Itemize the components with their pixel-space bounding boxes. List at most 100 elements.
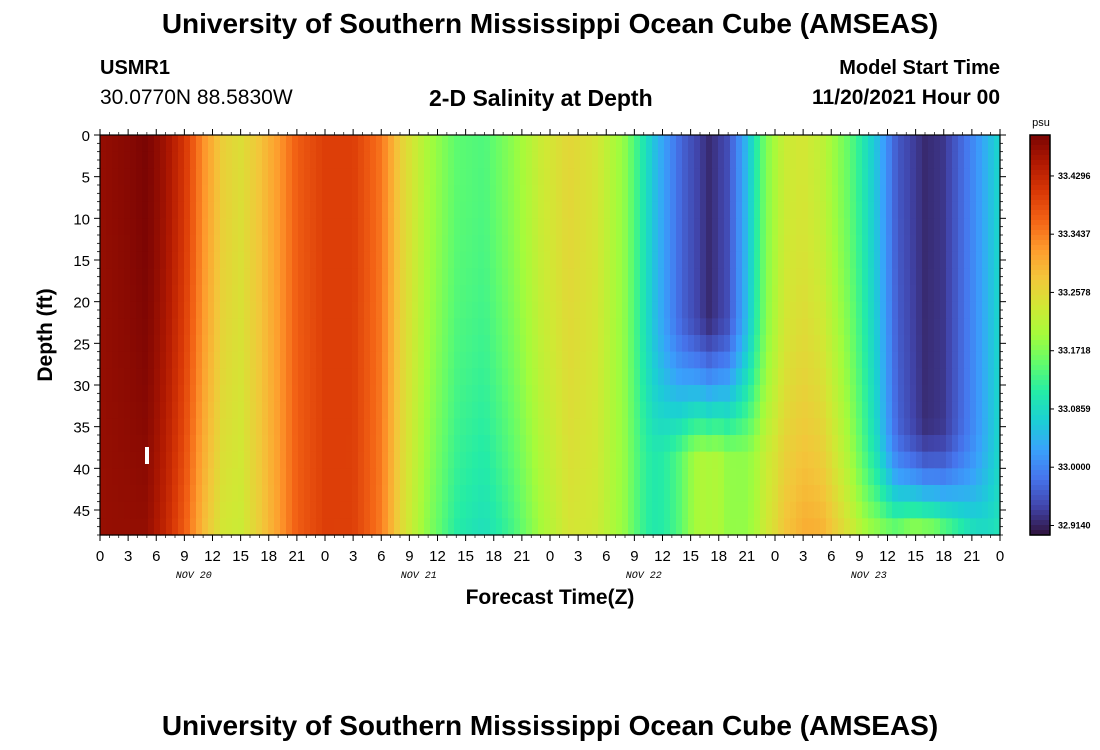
heatmap-cell (430, 518, 437, 536)
heatmap-cell (880, 435, 887, 453)
heatmap-cell (556, 151, 563, 169)
heatmap-cell (478, 335, 485, 353)
heatmap-cell (910, 318, 917, 336)
heatmap-cell (544, 485, 551, 503)
heatmap-cell (814, 185, 821, 203)
heatmap-cell (958, 268, 965, 286)
heatmap-cell (904, 318, 911, 336)
heatmap-cell (490, 318, 497, 336)
heatmap-cell (334, 318, 341, 336)
heatmap-cell (274, 435, 281, 453)
heatmap-cell (394, 151, 401, 169)
heatmap-cell (604, 301, 611, 319)
heatmap-cell (898, 518, 905, 536)
heatmap-cell (460, 135, 467, 153)
heatmap-cell (898, 435, 905, 453)
heatmap-cell (490, 418, 497, 436)
heatmap-cell (760, 318, 767, 336)
heatmap-cell (736, 468, 743, 486)
heatmap-cell (502, 235, 509, 253)
model-start-value: 11/20/2021 Hour 00 (812, 86, 1000, 109)
heatmap-cell (286, 218, 293, 236)
heatmap-cell (790, 501, 797, 519)
heatmap-cell (358, 318, 365, 336)
heatmap-cell (976, 285, 983, 303)
heatmap-cell (100, 251, 107, 269)
colorbar-segment (1030, 185, 1050, 191)
heatmap-cell (862, 451, 869, 469)
heatmap-cell (274, 168, 281, 186)
heatmap-cell (724, 268, 731, 286)
heatmap-cell (316, 235, 323, 253)
heatmap-cell (916, 485, 923, 503)
heatmap-cell (478, 368, 485, 386)
heatmap-cell (550, 485, 557, 503)
heatmap-cell (784, 435, 791, 453)
heatmap-cell (304, 451, 311, 469)
heatmap-cell (496, 235, 503, 253)
heatmap-cell (130, 301, 137, 319)
heatmap-cell (466, 468, 473, 486)
heatmap-cell (526, 185, 533, 203)
x-tick-label: 0 (546, 548, 554, 565)
heatmap-cell (160, 201, 167, 219)
heatmap-cell (322, 235, 329, 253)
heatmap-cell (514, 235, 521, 253)
heatmap-cell (952, 468, 959, 486)
heatmap-cell (358, 485, 365, 503)
heatmap-cell (688, 368, 695, 386)
heatmap-cell (328, 351, 335, 369)
heatmap-cell (718, 151, 725, 169)
heatmap-cell (358, 251, 365, 269)
heatmap-cell (220, 501, 227, 519)
heatmap-cell (472, 401, 479, 419)
heatmap-cell (448, 135, 455, 153)
heatmap-cell (664, 368, 671, 386)
heatmap-cell (436, 318, 443, 336)
heatmap-cell (520, 301, 527, 319)
heatmap-cell (364, 485, 371, 503)
heatmap-cell (556, 168, 563, 186)
heatmap-cell (580, 135, 587, 153)
heatmap-cell (838, 201, 845, 219)
heatmap-cell (652, 168, 659, 186)
heatmap-cell (892, 335, 899, 353)
heatmap-cell (886, 451, 893, 469)
heatmap-cell (670, 401, 677, 419)
heatmap-cell (418, 385, 425, 403)
heatmap-cell (292, 351, 299, 369)
heatmap-cell (898, 451, 905, 469)
heatmap-cell (640, 468, 647, 486)
heatmap-cell (526, 201, 533, 219)
heatmap-cell (610, 385, 617, 403)
heatmap-cell (478, 418, 485, 436)
heatmap-cell (586, 168, 593, 186)
heatmap-cell (988, 385, 995, 403)
heatmap-cell (772, 285, 779, 303)
heatmap-cell (658, 451, 665, 469)
heatmap-cell (592, 385, 599, 403)
heatmap-cell (196, 401, 203, 419)
heatmap-cell (430, 251, 437, 269)
heatmap-cell (664, 185, 671, 203)
heatmap-cell (886, 235, 893, 253)
heatmap-cell (388, 418, 395, 436)
heatmap-cell (748, 385, 755, 403)
heatmap-cell (808, 468, 815, 486)
heatmap-cell (448, 418, 455, 436)
heatmap-cell (100, 435, 107, 453)
heatmap-cell (562, 351, 569, 369)
heatmap-cell (208, 301, 215, 319)
heatmap-cell (262, 418, 269, 436)
heatmap-cell (382, 501, 389, 519)
heatmap-cell (292, 418, 299, 436)
heatmap-cell (172, 485, 179, 503)
heatmap-cell (904, 351, 911, 369)
heatmap-cell (718, 351, 725, 369)
heatmap-cell (352, 518, 359, 536)
heatmap-cell (202, 468, 209, 486)
heatmap-cell (760, 151, 767, 169)
heatmap-cell (502, 185, 509, 203)
heatmap-cell (934, 201, 941, 219)
heatmap-cell (898, 368, 905, 386)
